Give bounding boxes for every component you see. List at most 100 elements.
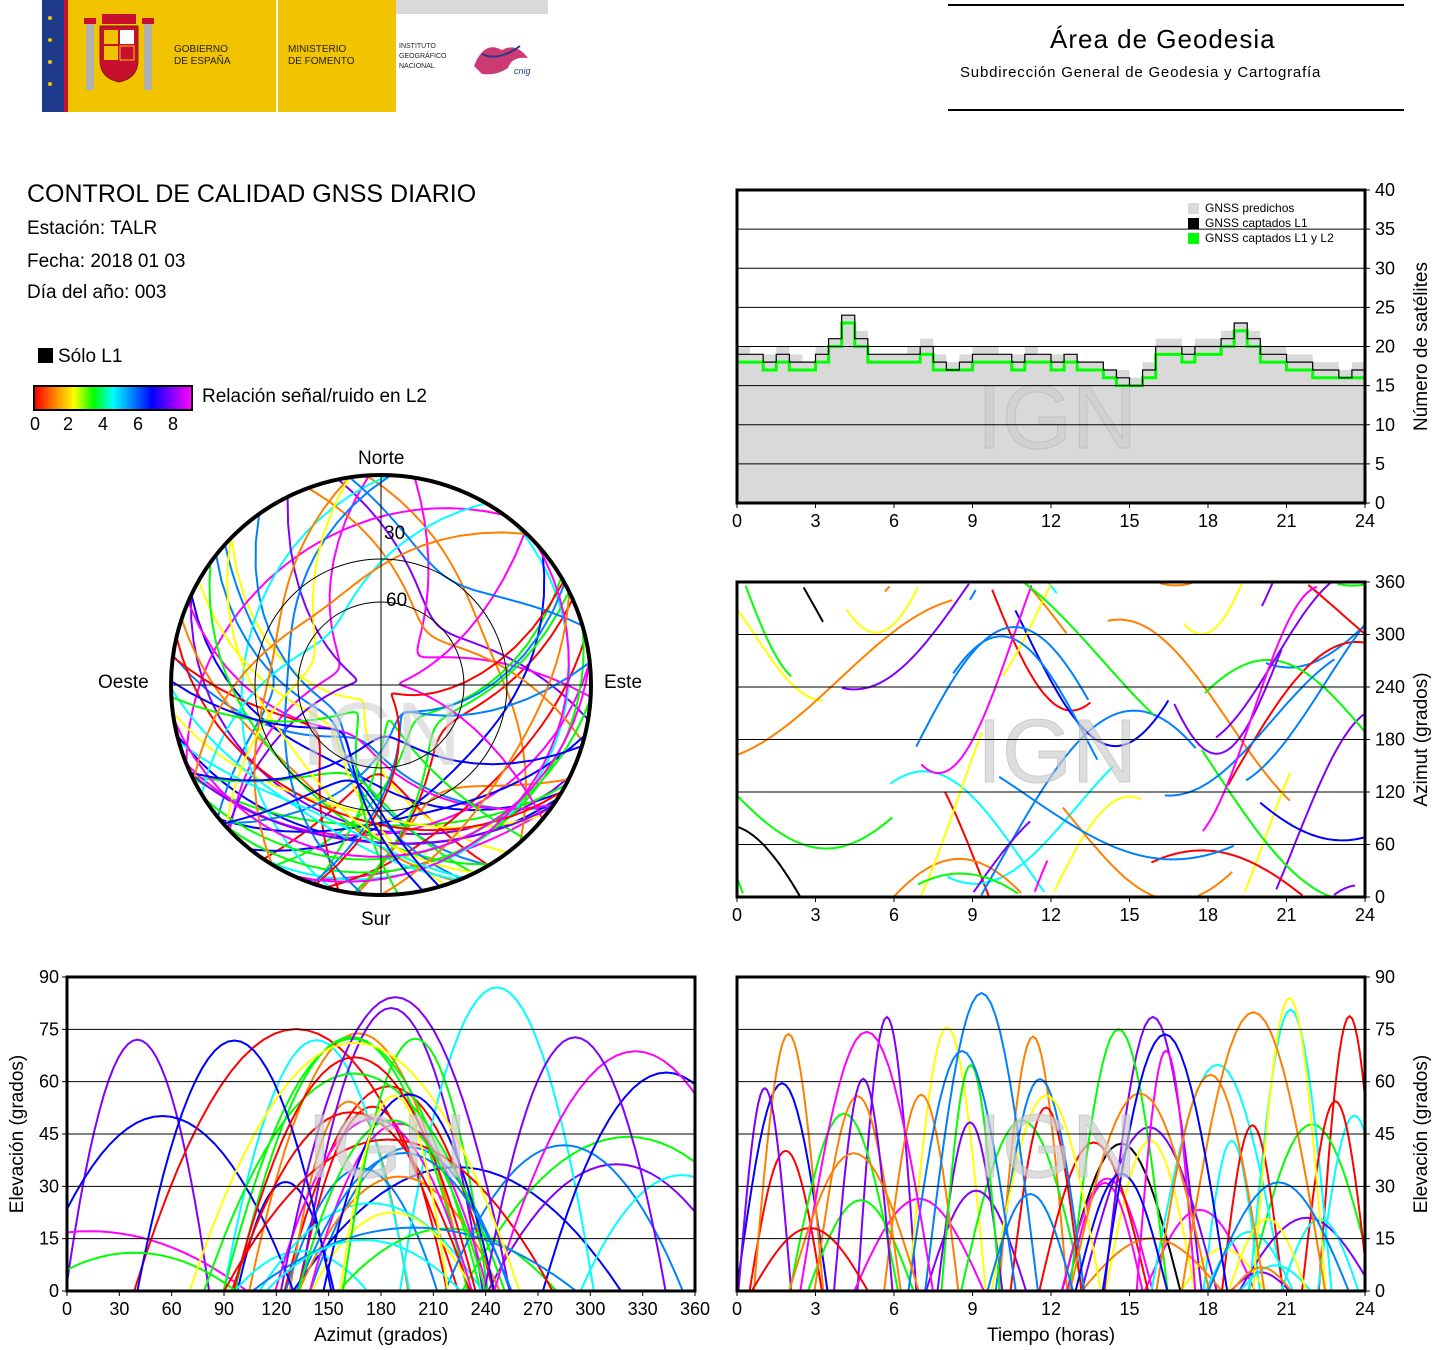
y-tick-label: 35 (1375, 219, 1395, 239)
y-axis-label: Número de satélites (1411, 262, 1432, 431)
y-axis-label: Elevación (grados) (7, 1055, 28, 1213)
x-tick-label: 0 (62, 1299, 72, 1319)
x-tick-label: 3 (810, 1299, 820, 1319)
x-tick-label: 330 (628, 1299, 658, 1319)
satellite-track (279, 996, 511, 1291)
east-label: Este (604, 672, 642, 693)
snr-tick-8: 8 (168, 414, 179, 434)
x-tick-label: 210 (418, 1299, 448, 1319)
date-label: Fecha: 2018 01 03 (27, 251, 186, 272)
legend-entry: GNSS captados L1 y L2 (1205, 231, 1334, 245)
l1-only-label: Sólo L1 (58, 346, 123, 367)
satellite-track (232, 1056, 477, 1291)
satellite-track (322, 1093, 496, 1291)
satellite-track (1316, 1114, 1365, 1291)
south-label: Sur (361, 909, 391, 930)
x-tick-label: 15 (1119, 1299, 1139, 1319)
y-tick-label: 0 (49, 1281, 59, 1301)
y-tick-label: 10 (1375, 415, 1395, 435)
satellite-tracks (737, 582, 1365, 897)
satellite-track (1104, 1139, 1196, 1291)
x-tick-label: 21 (1276, 905, 1296, 925)
satellite-track (799, 1030, 934, 1291)
satellite-track (907, 1025, 987, 1291)
satellite-track (136, 1039, 333, 1291)
satellite-track (737, 794, 893, 850)
y-tick-label: 360 (1375, 572, 1405, 592)
snr-label: Relación señal/ruido en L2 (202, 386, 427, 407)
satellite-track (310, 1211, 474, 1291)
x-tick-label: 12 (1041, 511, 1061, 531)
satellite-track (234, 1250, 369, 1291)
satellite-track (1103, 1015, 1203, 1291)
satellite-track (1301, 1100, 1365, 1291)
header-rule-bottom (948, 109, 1404, 111)
satellite-track (1155, 1073, 1266, 1291)
x-tick-label: 300 (575, 1299, 605, 1319)
satellite-track (190, 594, 562, 812)
satellite-track (339, 1094, 449, 1291)
satellite-track (254, 513, 489, 867)
report-title: CONTROL DE CALIDAD GNSS DIARIO (27, 180, 477, 208)
y-tick-label: 30 (39, 1176, 59, 1196)
satellite-track (969, 589, 1197, 896)
y-tick-label: 60 (1375, 835, 1395, 855)
satellite-track (307, 487, 584, 743)
satellite-track (833, 1077, 894, 1291)
satellite-track (171, 680, 424, 892)
satellite-track (223, 779, 441, 888)
azimuth-time-chart: IGN 0 60 120 180 240 300 360 0 3 6 9 12 15 18 21 24 Azimu… (732, 572, 1432, 925)
snr-tick-6: 6 (133, 414, 144, 434)
satellite-track (1164, 658, 1336, 797)
satellite-track (203, 1072, 506, 1291)
y-tick-label: 90 (39, 967, 59, 987)
satellite-track (853, 1197, 985, 1291)
satellite-track (171, 696, 399, 895)
satellite-track (1062, 582, 1233, 897)
elevation-time-chart: IGN 0 15 30 45 60 75 90 0 3 6 9 12 15 18 21 24 Tiempo (ho… (732, 967, 1432, 1346)
legend-swatch (1188, 233, 1199, 244)
satellite-track (172, 660, 591, 858)
satellite-track (67, 1114, 295, 1291)
y-axis-label: Azimut (grados) (1411, 672, 1432, 806)
satellite-track (1252, 996, 1327, 1291)
x-tick-label: 90 (214, 1299, 234, 1319)
satellite-track (1080, 1126, 1218, 1291)
satellite-track (398, 986, 595, 1291)
satellite-track (178, 740, 465, 879)
y-tick-label: 0 (1375, 1281, 1385, 1301)
snr-colorbar (33, 385, 193, 411)
x-tick-label: 12 (1041, 1299, 1061, 1319)
x-tick-label: 24 (1355, 905, 1375, 925)
gobierno-logo: GOBIERNO DE ESPAÑA MINISTERIO DE FOMENTO (42, 0, 396, 112)
satellite-track (915, 625, 1090, 748)
y-tick-label: 30 (1375, 258, 1395, 278)
satellite-track (1202, 585, 1318, 832)
doy-label: Día del año: 003 (27, 282, 167, 303)
satellite-track (1261, 582, 1365, 890)
satellite-track (297, 1119, 487, 1291)
x-tick-label: 18 (1198, 511, 1218, 531)
satellite-track (940, 1063, 1001, 1291)
legend-entry: GNSS captados L1 (1205, 216, 1308, 230)
snr-tick-0: 0 (30, 414, 41, 434)
x-tick-label: 270 (523, 1299, 553, 1319)
satellite-track (228, 475, 370, 831)
satellite-track (1245, 622, 1365, 782)
satellite-tracks (67, 986, 695, 1291)
satellite-track (175, 637, 563, 832)
satellite-track (325, 636, 587, 889)
plot-frame (735, 188, 1367, 505)
satellite-track (1066, 1181, 1144, 1291)
y-tick-label: 75 (39, 1019, 59, 1039)
satellite-track (1038, 1141, 1150, 1291)
x-tick-label: 9 (967, 1299, 977, 1319)
y-tick-label: 75 (1375, 1019, 1395, 1039)
horizon-circle (169, 473, 593, 897)
satellite-track (444, 1144, 684, 1291)
skyplot-chart: IGN 30 60 Norte Sur Oeste Este (98, 448, 642, 930)
satellite-track (907, 1049, 1017, 1291)
x-tick-label: 9 (967, 905, 977, 925)
l1-only-swatch (38, 348, 53, 363)
